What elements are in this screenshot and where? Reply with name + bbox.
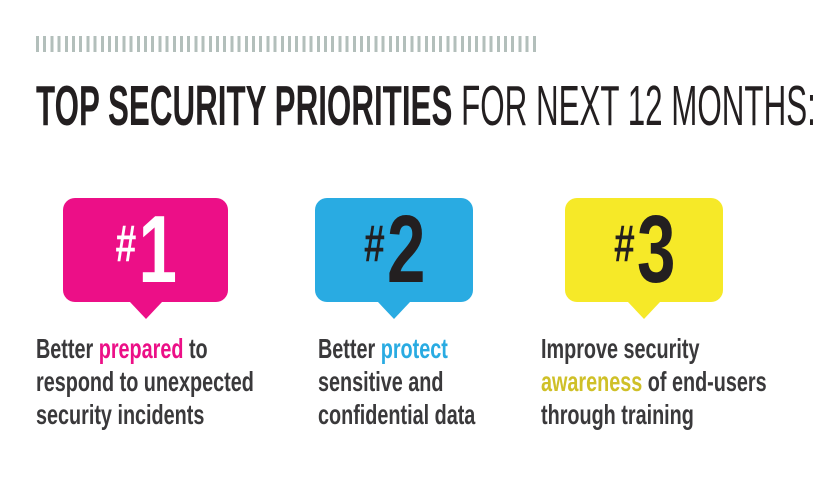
desc-line: Better prepared to — [36, 332, 254, 365]
priority-description: Better prepared to respond to unexpected… — [36, 332, 254, 431]
desc-line: through training — [541, 398, 767, 431]
desc-text: of end-users — [642, 366, 767, 397]
highlight-word: prepared — [98, 333, 184, 364]
priority-card: #3 Improve security awareness of end-use… — [541, 198, 836, 431]
rank-badge: #2 — [315, 198, 473, 319]
desc-text: Better — [36, 333, 99, 364]
desc-line: Improve security — [541, 332, 767, 365]
rank-number: 2 — [386, 196, 425, 303]
hash-symbol: # — [115, 215, 137, 273]
desc-text: through training — [541, 399, 694, 430]
priority-card: #1 Better prepared to respond to unexpec… — [36, 198, 339, 431]
highlight-word: protect — [380, 333, 448, 364]
desc-text: confidential data — [318, 399, 476, 430]
page-title: TOP SECURITY PRIORITIES FOR NEXT 12 MONT… — [36, 78, 816, 135]
rank-badge: #1 — [63, 198, 228, 319]
rank-badge: #3 — [565, 198, 723, 319]
hash-symbol: # — [364, 215, 385, 273]
badge-tail — [628, 302, 660, 319]
tick-strip-decoration — [36, 36, 540, 52]
desc-line: sensitive and — [318, 365, 475, 398]
desc-line: confidential data — [318, 398, 475, 431]
desc-text: respond to unexpected — [36, 366, 254, 397]
desc-line: Better protect — [318, 332, 475, 365]
desc-line: security incidents — [36, 398, 254, 431]
title-rest: FOR NEXT 12 MONTHS: — [452, 74, 816, 138]
rank-label: #3 — [587, 198, 701, 302]
rank-label: #2 — [337, 198, 451, 302]
rank-label: #1 — [86, 198, 205, 302]
rank-number: 3 — [636, 196, 675, 303]
title-emphasis: TOP SECURITY PRIORITIES — [36, 74, 453, 138]
priority-description: Improve security awareness of end-users … — [541, 332, 767, 431]
hash-symbol: # — [614, 215, 635, 273]
desc-text: Improve security — [541, 333, 700, 364]
highlight-word: awareness — [541, 366, 643, 397]
badge-tail — [129, 302, 162, 319]
desc-text: Better — [318, 333, 381, 364]
desc-text: security incidents — [36, 399, 205, 430]
desc-text: to — [183, 333, 208, 364]
desc-text: sensitive and — [318, 366, 444, 397]
priority-card: #2 Better protect sensitive and confiden… — [315, 198, 537, 431]
desc-line: awareness of end-users — [541, 365, 767, 398]
priority-description: Better protect sensitive and confidentia… — [318, 332, 475, 431]
desc-line: respond to unexpected — [36, 365, 254, 398]
badge-tail — [378, 302, 410, 319]
rank-number: 1 — [138, 196, 176, 303]
